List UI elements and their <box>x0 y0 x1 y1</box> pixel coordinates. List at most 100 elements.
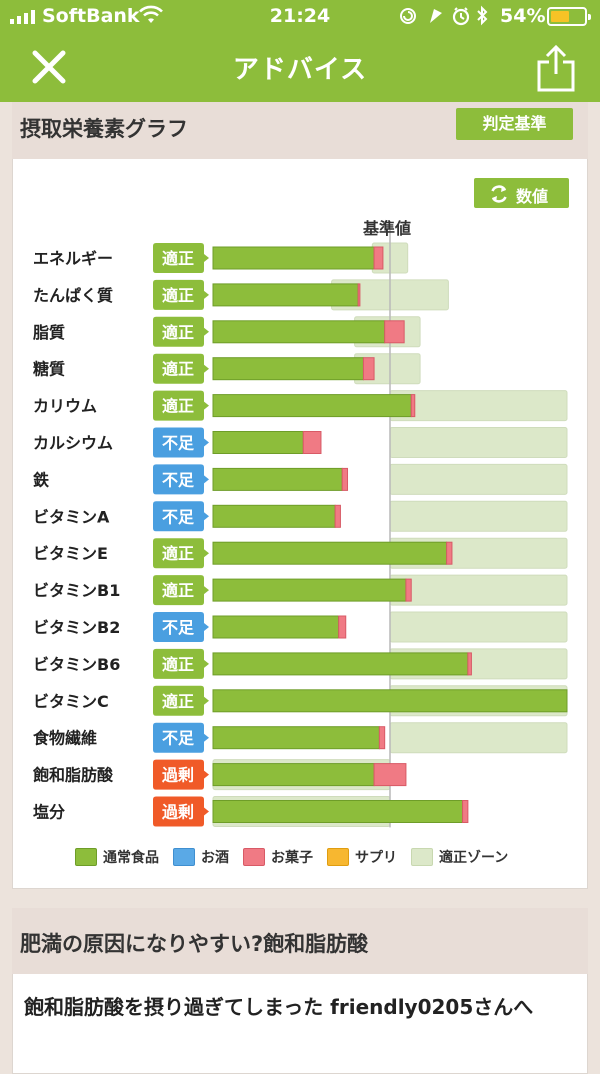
reference-label: 基準値 <box>363 219 412 238</box>
appropriate-zone <box>389 463 568 495</box>
bar-segment <box>462 800 469 823</box>
signal-icon <box>10 8 35 24</box>
status-badge-label: 適正 <box>162 323 194 342</box>
bar-segment <box>212 504 336 528</box>
refresh-icon <box>491 185 507 203</box>
status-badge-label: 適正 <box>162 655 194 674</box>
bar-segment <box>212 541 448 565</box>
bar-segment <box>378 726 386 750</box>
criteria-button[interactable]: 判定基準 <box>456 108 573 140</box>
bar-segment <box>373 763 407 787</box>
bar-segment <box>212 357 364 381</box>
nutrition-section-title: 摂取栄養素グラフ <box>20 117 188 141</box>
status-badge <box>153 279 209 310</box>
nutrient-label: エネルギー <box>33 249 113 268</box>
nutrient-label: 脂質 <box>33 323 65 342</box>
status-badge <box>153 648 209 679</box>
status-badge-label: 不足 <box>162 729 195 748</box>
legend-swatch-snack <box>243 848 265 866</box>
status-badge <box>153 685 209 716</box>
status-badge-label: 不足 <box>162 434 195 453</box>
nutrient-label: カリウム <box>33 397 97 416</box>
legend-item-food: 通常食品 <box>75 847 159 867</box>
bar-segment <box>467 652 472 676</box>
article-card: 飽和脂肪酸を摂り過ぎてしまった friendly0205さんへ <box>12 974 588 1074</box>
legend-item-supplement: サプリ <box>327 847 397 867</box>
status-badge-label: 適正 <box>162 286 194 305</box>
status-badge <box>153 796 209 827</box>
status-badge <box>153 353 209 384</box>
bar-segment <box>334 504 341 528</box>
nutrient-label: 糖質 <box>33 360 65 379</box>
page-title: アドバイス <box>232 55 368 85</box>
nutrient-label: 飽和脂肪酸 <box>32 766 114 785</box>
app-header: SoftBank 21:24 54% アドバイス <box>0 0 600 102</box>
status-badge-label: 適正 <box>162 249 194 268</box>
appropriate-zone <box>389 500 568 532</box>
bar-segment <box>212 394 412 418</box>
bar-segment <box>212 615 340 639</box>
bar-segment <box>362 357 375 381</box>
bar-segment <box>212 578 407 602</box>
status-badge-label: 適正 <box>162 397 194 416</box>
appropriate-zone <box>389 574 568 606</box>
status-badge <box>153 612 209 642</box>
legend-label-food: 通常食品 <box>103 850 159 866</box>
article-section-header: 肥満の原因になりやすい?飽和脂肪酸 <box>12 908 588 974</box>
battery-percent: 54% <box>500 5 546 27</box>
nutrient-label: 食物繊維 <box>32 729 97 748</box>
bar-segment <box>212 763 375 787</box>
bar-segment <box>212 467 343 491</box>
article-title: 肥満の原因になりやすい?飽和脂肪酸 <box>20 932 369 956</box>
nutrient-label: たんぱく質 <box>33 286 113 305</box>
appropriate-zone <box>389 611 568 643</box>
nutrition-chart-card: エネルギー 適正 たんぱく質 適正 脂質 適正 糖質 適正 カリウム 適正 カルシウム 不足鉄不足 ビタ… <box>12 159 588 889</box>
status-badge-label: 過剰 <box>161 766 194 785</box>
legend-item-zone: 適正ゾーン <box>411 847 508 867</box>
close-icon[interactable] <box>30 50 68 84</box>
nutrient-label: ビタミンB1 <box>33 581 120 600</box>
legend-item-snack: お菓子 <box>243 847 313 867</box>
nutrient-label: ビタミンB6 <box>33 655 120 674</box>
chart-legend: 通常食品 お酒 お菓子 サプリ 適正ゾーン <box>75 847 522 867</box>
status-badge-label: 不足 <box>162 470 195 489</box>
appropriate-zone <box>389 722 568 754</box>
bar-segment <box>410 394 416 418</box>
status-icons <box>400 5 488 26</box>
bar-segment <box>341 467 349 491</box>
nutrient-label: 塩分 <box>33 803 65 822</box>
legend-swatch-supplement <box>327 848 349 866</box>
status-bar: SoftBank 21:24 54% <box>0 0 600 34</box>
legend-label-snack: お菓子 <box>271 850 313 866</box>
bar-segment <box>405 578 412 602</box>
carrier-name: SoftBank <box>42 5 140 27</box>
status-badge <box>153 722 209 753</box>
article-body: 飽和脂肪酸を摂り過ぎてしまった friendly0205さんへ <box>24 995 534 1019</box>
status-badge <box>153 538 209 569</box>
status-badge <box>153 243 209 273</box>
status-badge-label: 不足 <box>162 618 195 637</box>
nutrient-label: ビタミンE <box>33 544 108 563</box>
status-badge <box>153 464 209 495</box>
status-badge <box>153 390 209 421</box>
bar-segment <box>302 431 322 454</box>
bar-segment <box>212 652 469 676</box>
legend-swatch-alcohol <box>173 848 195 866</box>
bar-segment <box>212 431 304 454</box>
nutrient-label: ビタミンC <box>33 692 109 711</box>
nutrient-label: 鉄 <box>33 470 49 489</box>
values-toggle-button[interactable]: 数値 <box>474 178 569 208</box>
bar-segment <box>212 689 568 713</box>
bar-segment <box>384 320 405 344</box>
appropriate-zone <box>389 427 568 458</box>
wifi-icon <box>139 5 163 23</box>
status-badge <box>153 759 209 790</box>
bar-segment <box>212 283 359 307</box>
share-icon[interactable] <box>536 44 576 92</box>
nutrient-label: ビタミンA <box>33 507 110 526</box>
bar-segment <box>212 800 464 823</box>
nutrition-section-header: 摂取栄養素グラフ 判定基準 <box>12 102 588 159</box>
status-badge-label: 適正 <box>162 544 194 563</box>
appropriate-zone <box>389 390 568 422</box>
